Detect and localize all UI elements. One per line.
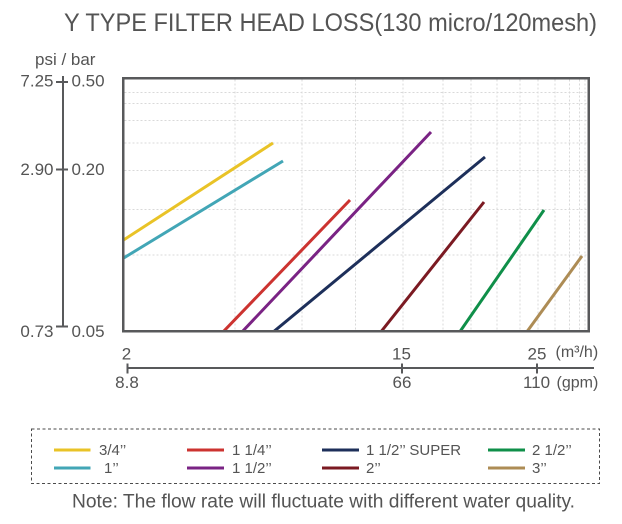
svg-text:110: 110	[523, 373, 550, 392]
svg-text:2.90: 2.90	[20, 160, 53, 179]
svg-text:0.05: 0.05	[72, 322, 105, 341]
svg-text:2 1/2’’: 2 1/2’’	[532, 442, 572, 459]
svg-text:Y TYPE FILTER HEAD LOSS(130 mi: Y TYPE FILTER HEAD LOSS(130 micro/120mes…	[64, 9, 597, 37]
svg-text:1 1/2’’: 1 1/2’’	[232, 460, 272, 477]
svg-text:(gpm): (gpm)	[557, 375, 599, 392]
svg-text:2: 2	[122, 345, 131, 364]
svg-text:3/4’’: 3/4’’	[99, 442, 126, 459]
svg-text:Note: The flow rate will fluct: Note: The flow rate will fluctuate with …	[72, 492, 575, 513]
svg-text:psi / bar: psi / bar	[35, 50, 96, 69]
svg-text:25: 25	[528, 345, 547, 364]
svg-text:0.20: 0.20	[72, 160, 105, 179]
svg-text:8.8: 8.8	[115, 373, 139, 392]
svg-text:66: 66	[393, 373, 412, 392]
svg-text:2’’: 2’’	[366, 460, 381, 477]
svg-text:0.50: 0.50	[72, 72, 105, 91]
svg-text:0.73: 0.73	[20, 322, 53, 341]
svg-text:3’’: 3’’	[532, 460, 547, 477]
svg-text:(m³/h): (m³/h)	[556, 344, 599, 361]
svg-text:1’’: 1’’	[104, 460, 119, 477]
svg-text:1 1/4’’: 1 1/4’’	[232, 442, 272, 459]
svg-text:15: 15	[392, 345, 411, 364]
svg-text:7.25: 7.25	[20, 72, 53, 91]
svg-text:1 1/2’’ SUPER: 1 1/2’’ SUPER	[366, 442, 461, 459]
